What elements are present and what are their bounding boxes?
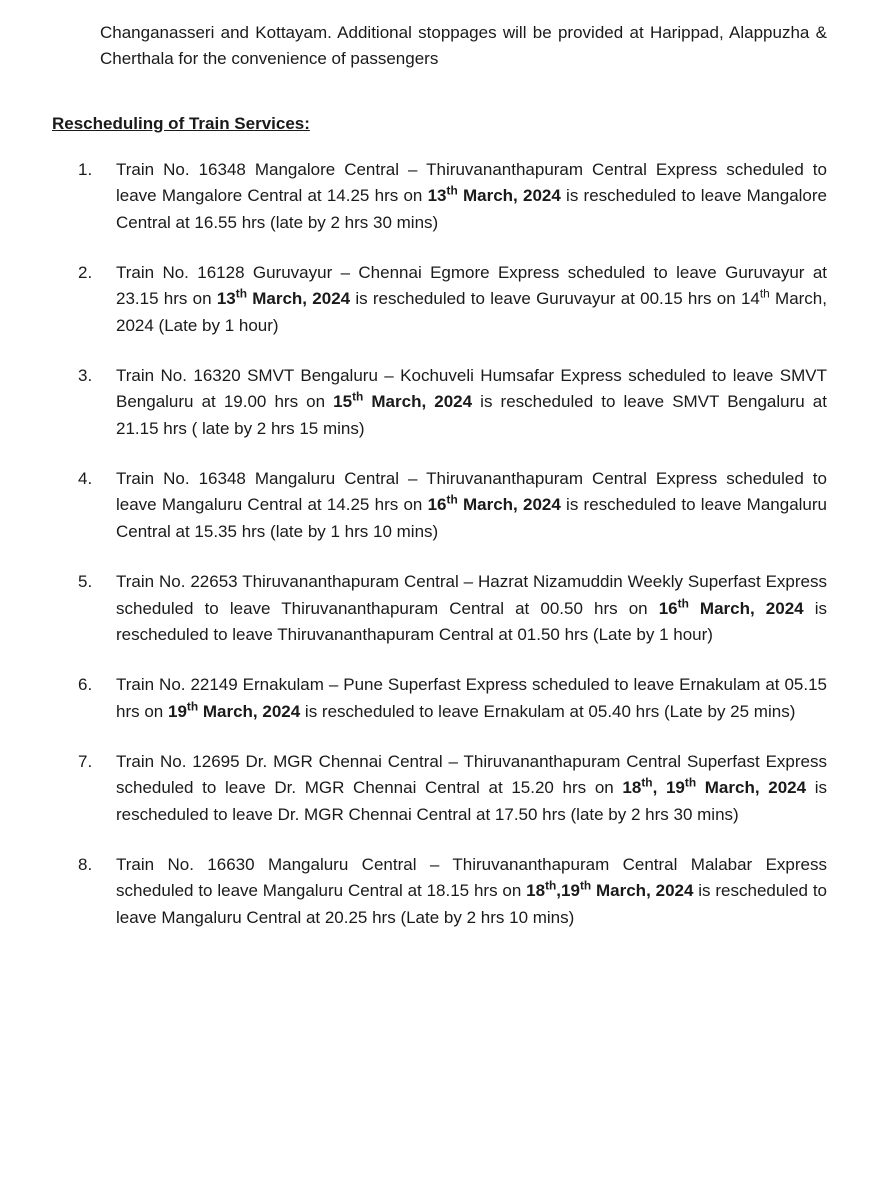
item-date: 13th March, 2024	[217, 289, 350, 308]
item-mid-text: is rescheduled to leave Guruvayur at 00.…	[350, 289, 760, 308]
list-item: Train No. 16348 Mangaluru Central – Thir…	[78, 466, 827, 545]
reschedule-list: Train No. 16348 Mangalore Central – Thir…	[78, 157, 827, 931]
item-date: 16th March, 2024	[659, 599, 804, 618]
item-date: 18th,19th March, 2024	[526, 881, 698, 900]
item-date: 15th March, 2024	[333, 392, 472, 411]
list-item: Train No. 16128 Guruvayur – Chennai Egmo…	[78, 260, 827, 339]
list-item: Train No. 16348 Mangalore Central – Thir…	[78, 157, 827, 236]
item-date: 13th March, 2024	[428, 186, 561, 205]
list-item: Train No. 12695 Dr. MGR Chennai Central …	[78, 749, 827, 828]
list-item: Train No. 16630 Mangaluru Central – Thir…	[78, 852, 827, 931]
list-item: Train No. 22149 Ernakulam – Pune Superfa…	[78, 672, 827, 725]
item-post-text: is rescheduled to leave Ernakulam at 05.…	[300, 702, 795, 721]
list-item: Train No. 16320 SMVT Bengaluru – Kochuve…	[78, 363, 827, 442]
item-date: 18th, 19th March, 2024	[622, 778, 806, 797]
section-heading: Rescheduling of Train Services:	[52, 111, 827, 137]
item-date: 16th March, 2024	[428, 495, 561, 514]
item-date: 19th March, 2024	[168, 702, 300, 721]
list-item: Train No. 22653 Thiruvananthapuram Centr…	[78, 569, 827, 648]
intro-paragraph: Changanasseri and Kottayam. Additional s…	[100, 20, 827, 73]
